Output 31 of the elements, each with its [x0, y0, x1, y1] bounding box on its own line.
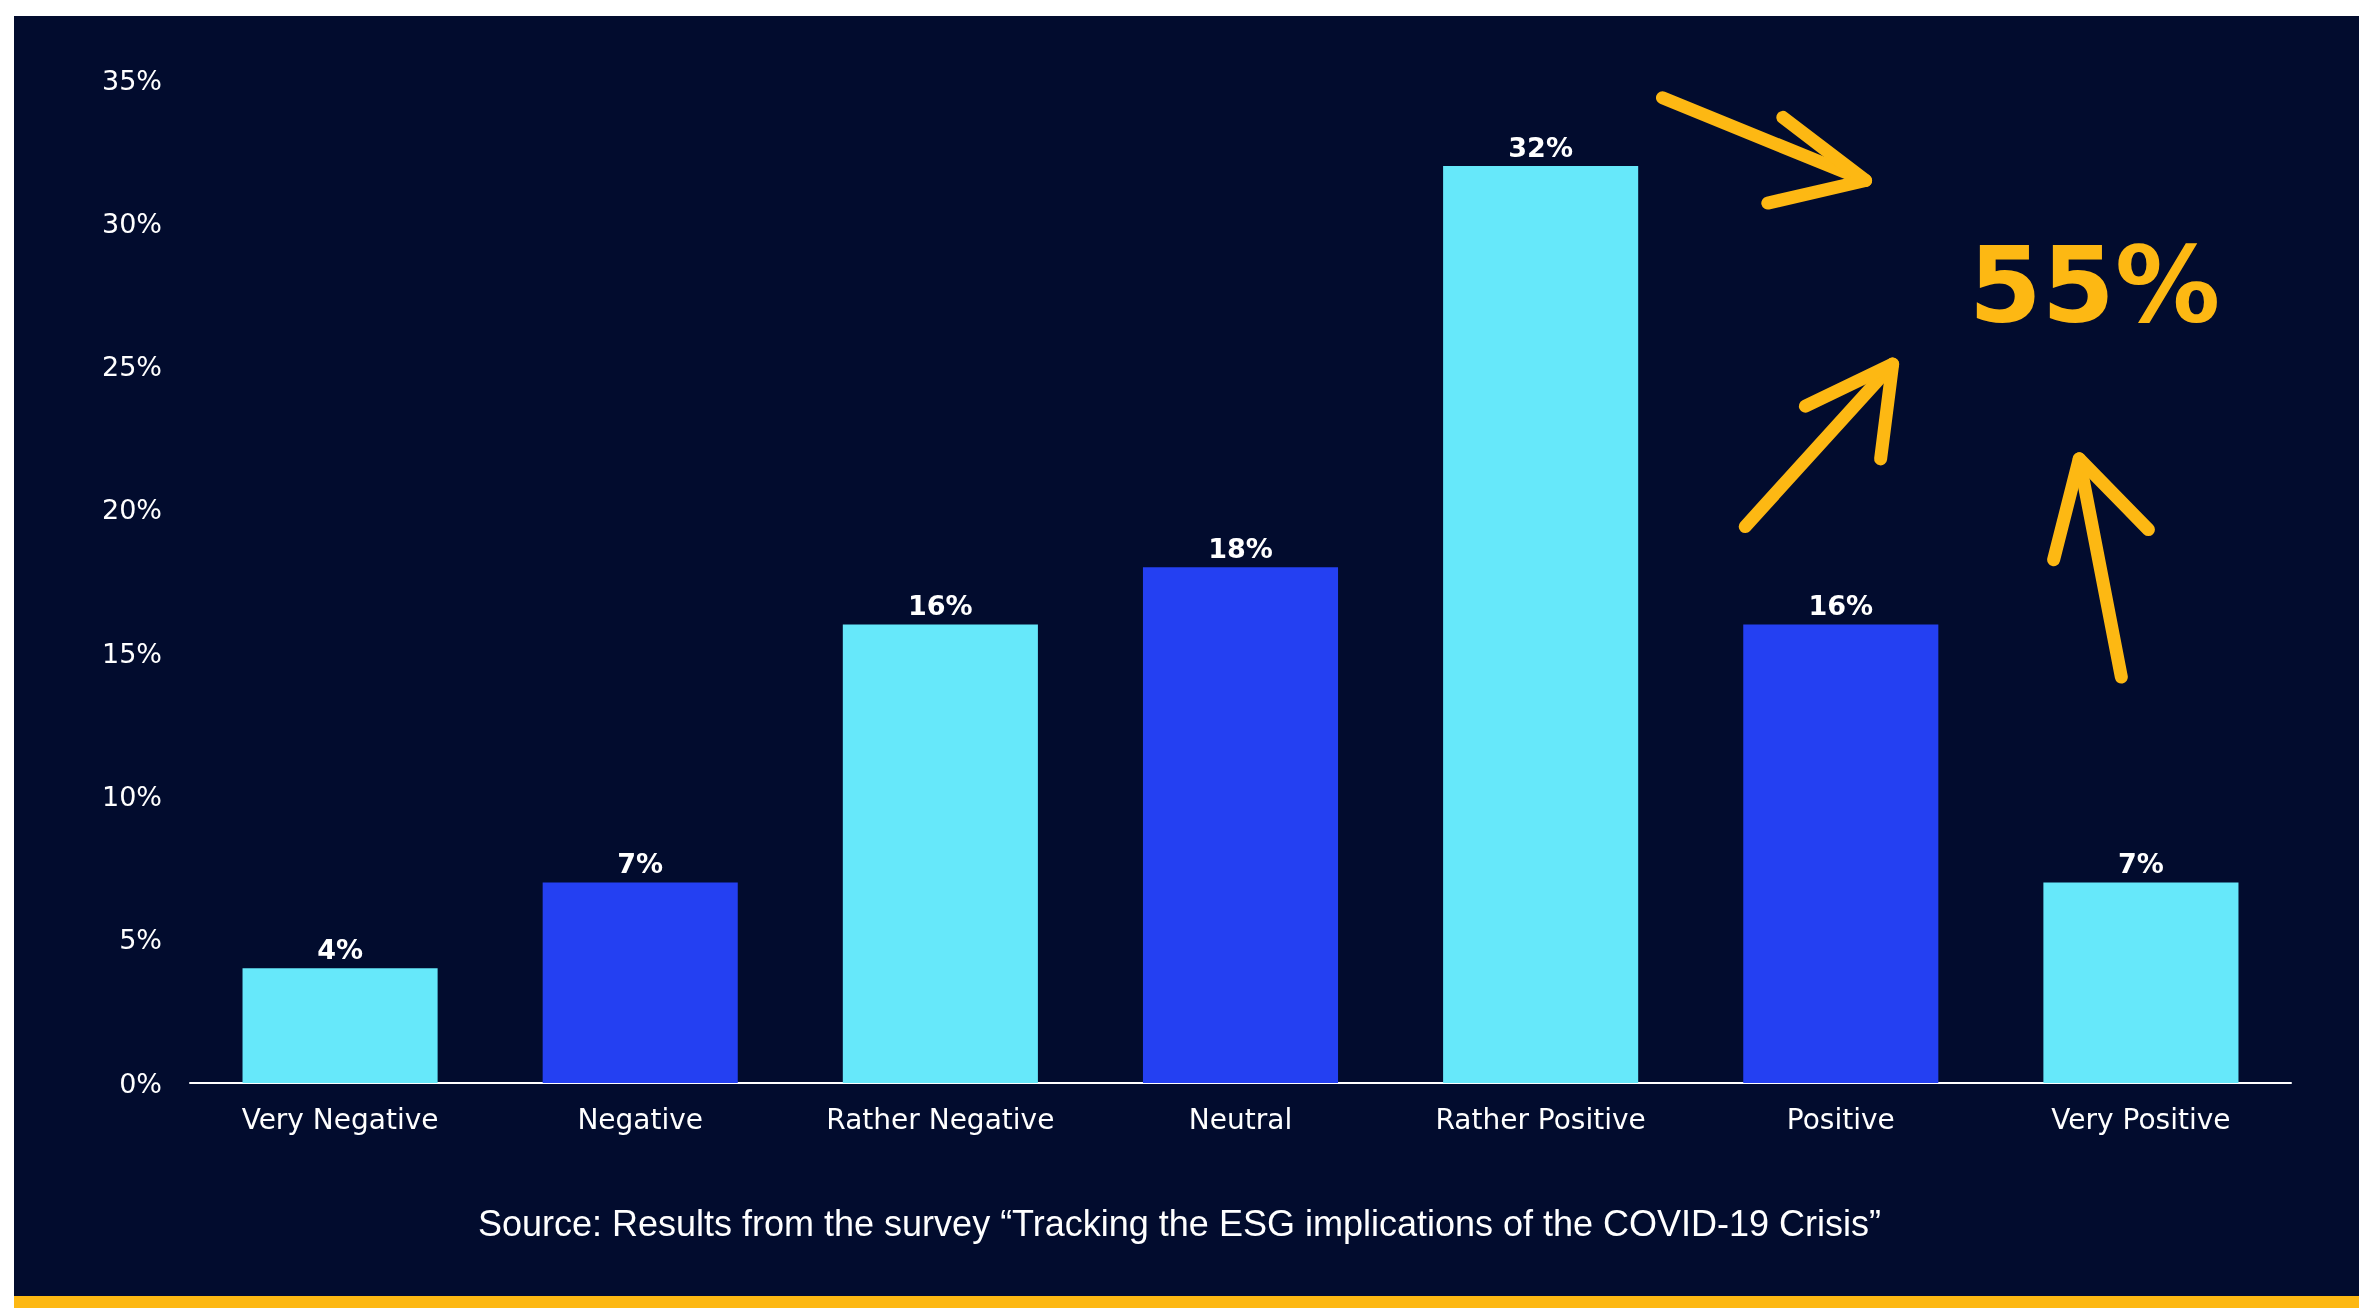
data-label: 18%: [1208, 533, 1273, 565]
y-tick-label: 30%: [101, 207, 162, 239]
bar: [842, 624, 1038, 1083]
y-tick-label: 35%: [101, 64, 162, 96]
y-tick-label: 10%: [101, 780, 162, 812]
x-tick-label: Positive: [1786, 1102, 1895, 1136]
x-tick-label: Rather Positive: [1435, 1102, 1646, 1136]
x-tick-label: Very Negative: [241, 1102, 439, 1136]
source-note: Source: Results from the survey “Tracking the ESG implications of the COVID-19 Crisis”: [477, 1202, 1882, 1244]
bar: [542, 882, 738, 1083]
data-label: 4%: [317, 934, 363, 966]
data-label: 16%: [1808, 590, 1874, 622]
y-tick-label: 15%: [101, 637, 162, 669]
x-tick-label: Negative: [577, 1102, 704, 1136]
y-tick-label: 0%: [119, 1067, 162, 1099]
bar: [242, 968, 438, 1083]
data-label: 7%: [2118, 848, 2164, 880]
y-tick-label: 5%: [119, 924, 162, 956]
bar: [1443, 165, 1639, 1083]
bar: [1142, 567, 1339, 1083]
x-tick-label: Neutral: [1188, 1102, 1293, 1136]
bar: [2043, 882, 2239, 1083]
y-tick-label: 20%: [101, 494, 162, 526]
annotation: 55%: [1968, 224, 2221, 347]
data-label: 32%: [1508, 131, 1573, 163]
data-label: 7%: [617, 848, 664, 880]
y-tick-label: 25%: [101, 351, 162, 383]
x-tick-label: Very Positive: [2051, 1102, 2231, 1136]
bar: [1743, 624, 1939, 1083]
data-label: 16%: [908, 590, 973, 622]
x-tick-label: Rather Negative: [826, 1102, 1055, 1136]
